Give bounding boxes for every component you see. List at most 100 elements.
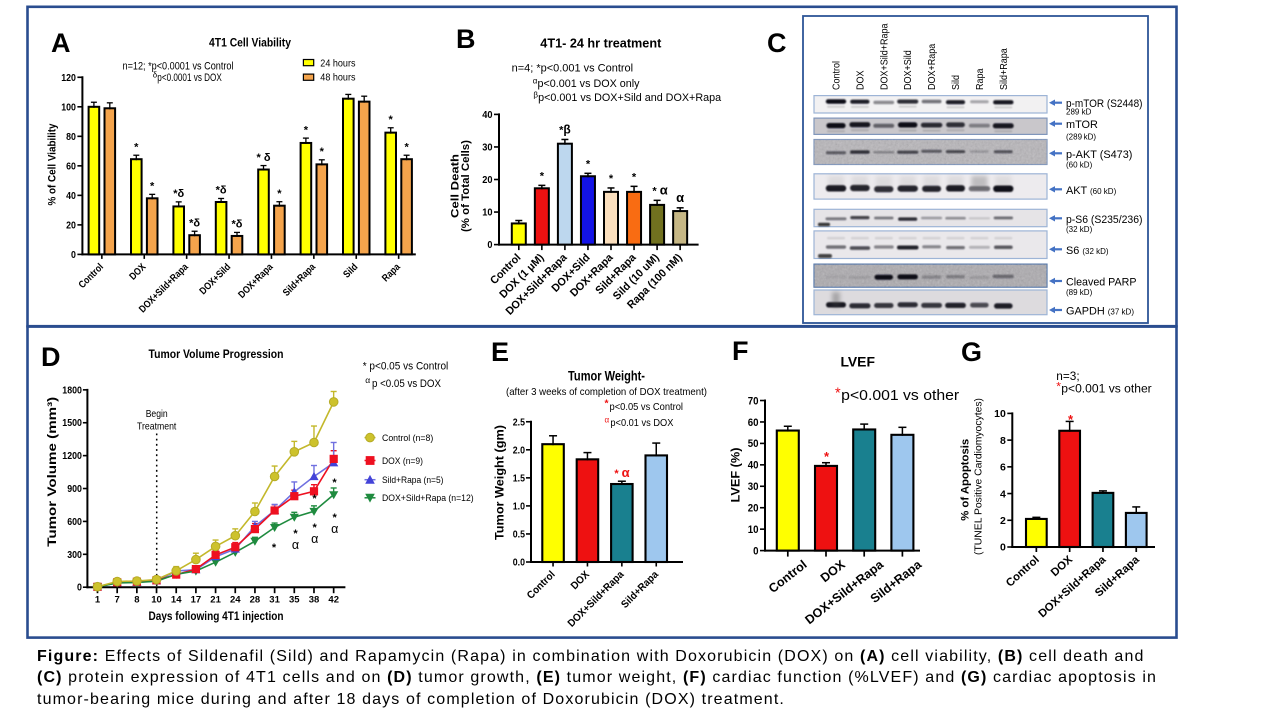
svg-text:80: 80 [66, 132, 76, 143]
svg-text:0: 0 [753, 545, 758, 557]
svg-text:n=3;: n=3; [1056, 369, 1079, 383]
svg-text:10: 10 [482, 207, 492, 219]
svg-text:1800: 1800 [62, 385, 82, 396]
svg-text:24: 24 [230, 595, 241, 606]
svg-text:*: * [609, 173, 614, 185]
svg-text:Tumor Volume Progression: Tumor Volume Progression [149, 347, 284, 361]
svg-text:mTOR: mTOR [1066, 119, 1098, 131]
svg-text:38: 38 [309, 595, 320, 606]
svg-text:60: 60 [66, 161, 76, 172]
svg-text:A: A [51, 28, 71, 58]
svg-text:DOX: DOX [855, 70, 866, 90]
svg-text:4: 4 [1000, 488, 1006, 500]
svg-text:Rapa: Rapa [380, 261, 403, 284]
svg-text:20: 20 [748, 503, 759, 515]
svg-text:1200: 1200 [62, 451, 82, 462]
svg-text:GAPDH (37 kD): GAPDH (37 kD) [1066, 306, 1134, 318]
svg-text:*: * [134, 141, 139, 153]
svg-text:Sild: Sild [342, 262, 361, 281]
svg-text:*: * [293, 528, 298, 540]
svg-text:α: α [365, 375, 370, 385]
svg-text:2: 2 [1000, 515, 1006, 527]
svg-text:0: 0 [1000, 542, 1006, 554]
svg-text:70: 70 [748, 395, 759, 407]
svg-text:*: * [150, 181, 155, 193]
svg-text:(32 kD): (32 kD) [1066, 225, 1093, 234]
svg-text:*: * [824, 449, 830, 464]
svg-text:*δ: *δ [232, 219, 243, 231]
svg-text:Cell Death: Cell Death [450, 154, 462, 218]
svg-text:n=12; *p<0.0001 vs Control: n=12; *p<0.0001 vs Control [123, 60, 234, 72]
svg-text:(TUNEL Positive Cardiomyocytes: (TUNEL Positive Cardiomyocytes) [973, 398, 985, 555]
svg-text:% of Apoptosis: % of Apoptosis [960, 439, 972, 521]
svg-text:*δ: *δ [173, 188, 184, 200]
svg-text:Sild+Rapa: Sild+Rapa [281, 261, 318, 298]
svg-text:0.5: 0.5 [513, 530, 526, 541]
svg-text:(% of Total Cells): (% of Total Cells) [460, 140, 472, 232]
svg-text:AKT (60 kD): AKT (60 kD) [1066, 185, 1117, 197]
svg-text:DOX (n=9): DOX (n=9) [382, 456, 423, 466]
svg-text:300: 300 [67, 550, 82, 561]
svg-text:10: 10 [151, 595, 162, 606]
svg-text:Sild+Rapa: Sild+Rapa [999, 48, 1010, 90]
svg-text:p<0.0001 vs DOX: p<0.0001 vs DOX [157, 72, 222, 84]
svg-text:28: 28 [250, 595, 261, 606]
svg-text:Sild+Rapa: Sild+Rapa [619, 569, 661, 611]
svg-text:14: 14 [171, 595, 182, 606]
svg-text:*: * [404, 141, 409, 153]
svg-text:DOX: DOX [818, 557, 848, 585]
svg-text:p<0.01 vs DOX: p<0.01 vs DOX [610, 418, 673, 429]
svg-text:289 kD: 289 kD [1066, 108, 1092, 117]
svg-text:Tumor Volume (mm³): Tumor Volume (mm³) [45, 397, 59, 547]
svg-text:Sild: Sild [951, 75, 962, 90]
svg-text:β: β [533, 91, 538, 100]
svg-text:600: 600 [67, 517, 82, 528]
svg-text:LVEF (%): LVEF (%) [729, 448, 743, 503]
svg-text:60: 60 [748, 417, 759, 429]
svg-text:Tumor Weight-: Tumor Weight- [568, 368, 645, 383]
svg-text:10: 10 [748, 524, 759, 536]
svg-text:*: * [304, 124, 309, 136]
svg-text:(89 kD): (89 kD) [1066, 288, 1093, 297]
svg-text:S6 (32 kD): S6 (32 kD) [1066, 245, 1109, 257]
svg-text:α: α [331, 522, 338, 536]
svg-text:*: * [332, 477, 337, 489]
svg-text:30: 30 [482, 141, 492, 153]
svg-text:10: 10 [994, 408, 1006, 420]
svg-text:α: α [605, 416, 610, 425]
svg-text:48 hours: 48 hours [320, 71, 355, 83]
svg-text:40: 40 [748, 460, 759, 472]
svg-text:0.0: 0.0 [513, 558, 526, 569]
svg-text:*: * [277, 188, 282, 200]
svg-text:2.5: 2.5 [513, 417, 526, 428]
svg-text:*: * [1056, 380, 1061, 394]
svg-text:G: G [961, 337, 982, 367]
svg-text:* δ: * δ [256, 152, 270, 164]
svg-text:DOX: DOX [1049, 554, 1076, 580]
svg-text:p <0.05 vs DOX: p <0.05 vs DOX [372, 378, 441, 390]
svg-text:*: * [586, 158, 591, 170]
svg-text:DOX+Rapa: DOX+Rapa [927, 43, 938, 90]
svg-text:*: * [540, 170, 545, 182]
svg-text:*δ: *δ [216, 185, 227, 197]
svg-text:4T1 Cell Viability: 4T1 Cell Viability [209, 37, 292, 49]
svg-text:(after 3 weeks of completion o: (after 3 weeks of completion of DOX trea… [506, 386, 707, 398]
svg-text:n=4; *p<0.001 vs Control: n=4; *p<0.001 vs Control [512, 63, 633, 75]
svg-text:DOX+Sild: DOX+Sild [903, 50, 914, 90]
svg-text:20: 20 [66, 220, 76, 231]
svg-text:DOX: DOX [569, 569, 592, 592]
svg-text:p-AKT (S473): p-AKT (S473) [1066, 149, 1132, 161]
svg-text:30: 30 [748, 481, 759, 493]
svg-text:40: 40 [482, 109, 492, 121]
svg-text:*: * [389, 114, 394, 126]
svg-text:DOX+Rapa: DOX+Rapa [236, 261, 275, 300]
svg-text:Treatment: Treatment [137, 420, 176, 432]
svg-text:120: 120 [61, 73, 76, 84]
svg-text:DOX+Sild: DOX+Sild [198, 262, 233, 297]
svg-text:1500: 1500 [62, 418, 82, 429]
svg-text:α: α [311, 532, 318, 546]
svg-text:21: 21 [210, 595, 221, 606]
svg-text:20: 20 [482, 174, 492, 186]
svg-text:*: * [272, 542, 277, 554]
svg-text:Days following 4T1 injection: Days following 4T1 injection [149, 609, 284, 623]
